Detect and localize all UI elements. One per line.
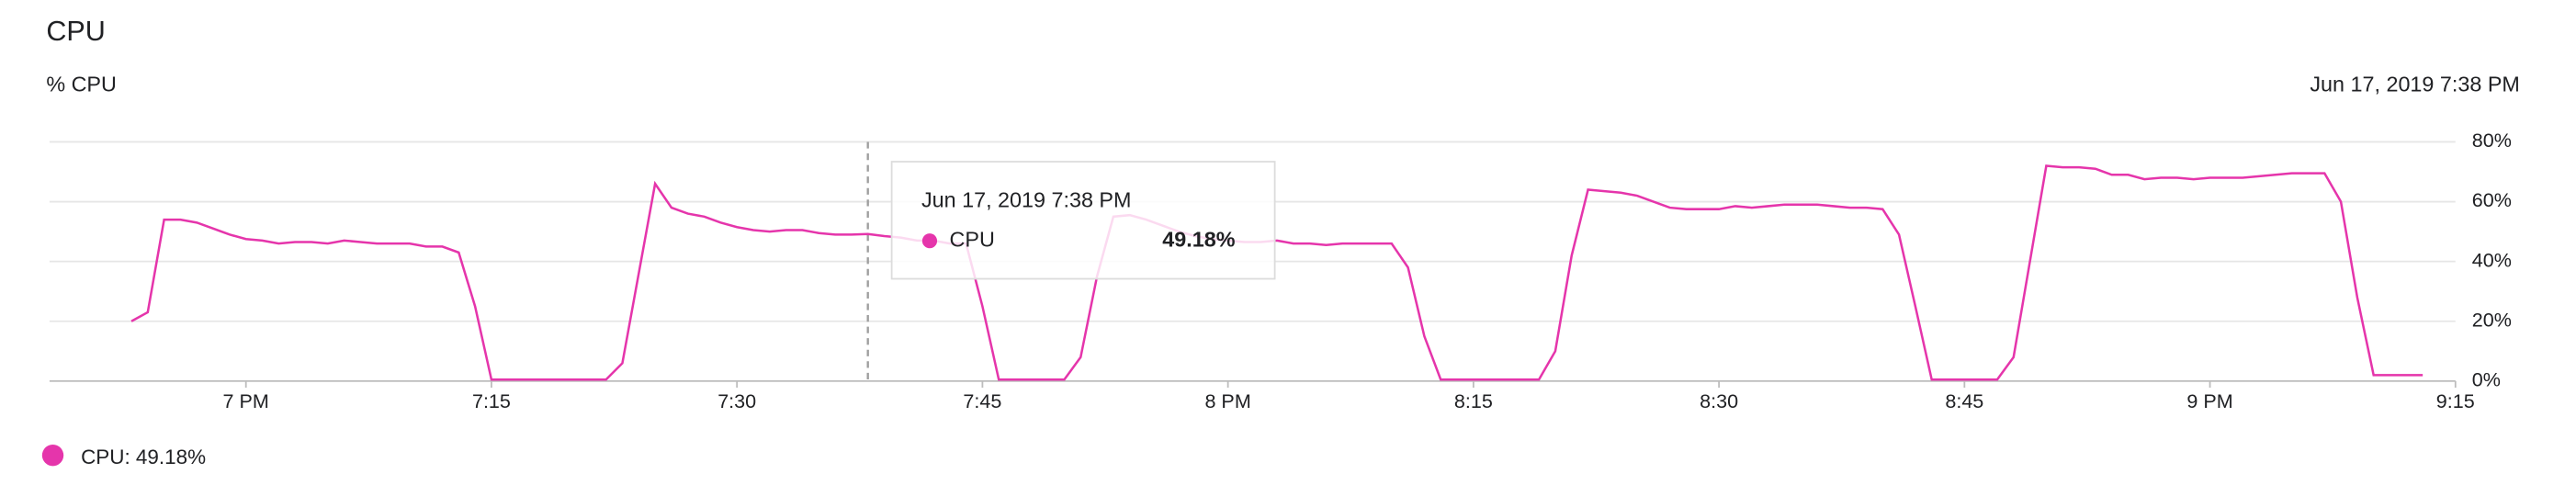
x-tick-label: 9:15 [2436, 389, 2475, 412]
chart-title: CPU [46, 16, 105, 47]
x-tick-label: 8:45 [1945, 389, 1983, 412]
y-tick-label: 40% [2472, 248, 2512, 271]
tooltip-value: 49.18% [1162, 227, 1235, 251]
x-tick-label: 7 PM [223, 389, 269, 412]
x-tick-label: 7:30 [717, 389, 756, 412]
x-tick-label: 8 PM [1204, 389, 1250, 412]
x-tick-label: 7:15 [472, 389, 511, 412]
y-tick-label: 20% [2472, 308, 2512, 331]
y-tick-label: 0% [2472, 368, 2501, 391]
legend-swatch [41, 445, 64, 467]
tooltip-series: CPU [950, 227, 995, 251]
tooltip: Jun 17, 2019 7:38 PM CPU 49.18% [890, 161, 1276, 280]
tooltip-title: Jun 17, 2019 7:38 PM [921, 187, 1132, 211]
x-tick-label: 8:30 [1700, 389, 1738, 412]
timestamp: Jun 17, 2019 7:38 PM [2310, 73, 2520, 96]
x-tick-label: 9 PM [2186, 389, 2232, 412]
y-tick-label: 60% [2472, 188, 2512, 211]
cpu-line [130, 164, 2423, 381]
legend-label: CPU: 49.18% [81, 446, 206, 468]
x-tick-label: 7:45 [963, 389, 1001, 412]
tooltip-dot [921, 233, 938, 249]
y-tick-label: 80% [2472, 129, 2512, 152]
x-tick-label: 8:15 [1454, 389, 1493, 412]
y-axis-label: % CPU [46, 73, 117, 96]
tooltip-box [890, 161, 1276, 280]
